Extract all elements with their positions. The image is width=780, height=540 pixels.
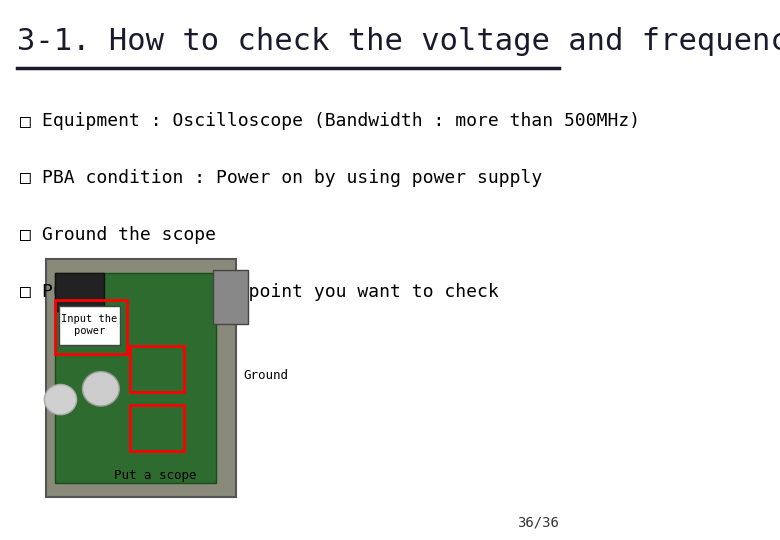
- Text: Ground the scope: Ground the scope: [42, 226, 216, 244]
- Text: □: □: [20, 112, 31, 131]
- Text: Put a scope: Put a scope: [115, 469, 197, 482]
- Text: □: □: [20, 282, 31, 301]
- Bar: [55, 273, 216, 483]
- Text: Equipment : Oscilloscope (Bandwidth : more than 500MHz): Equipment : Oscilloscope (Bandwidth : mo…: [42, 112, 640, 131]
- Bar: [46, 259, 236, 497]
- Bar: [129, 346, 184, 392]
- Bar: [55, 300, 127, 354]
- FancyBboxPatch shape: [58, 306, 120, 345]
- Text: Put a scope to the point you want to check: Put a scope to the point you want to che…: [42, 282, 499, 301]
- Bar: [129, 405, 184, 451]
- Text: □: □: [20, 169, 31, 187]
- Text: PBA condition : Power on by using power supply: PBA condition : Power on by using power …: [42, 169, 542, 187]
- Circle shape: [44, 384, 76, 415]
- Text: 36/36: 36/36: [517, 515, 559, 529]
- Text: Ground: Ground: [243, 369, 288, 382]
- Circle shape: [83, 372, 119, 406]
- Text: Input the
power: Input the power: [61, 314, 118, 336]
- Text: □: □: [20, 226, 31, 244]
- Text: 3-1. How to check the voltage and frequency: 3-1. How to check the voltage and freque…: [17, 27, 780, 56]
- Bar: [213, 270, 248, 324]
- Bar: [55, 273, 104, 310]
